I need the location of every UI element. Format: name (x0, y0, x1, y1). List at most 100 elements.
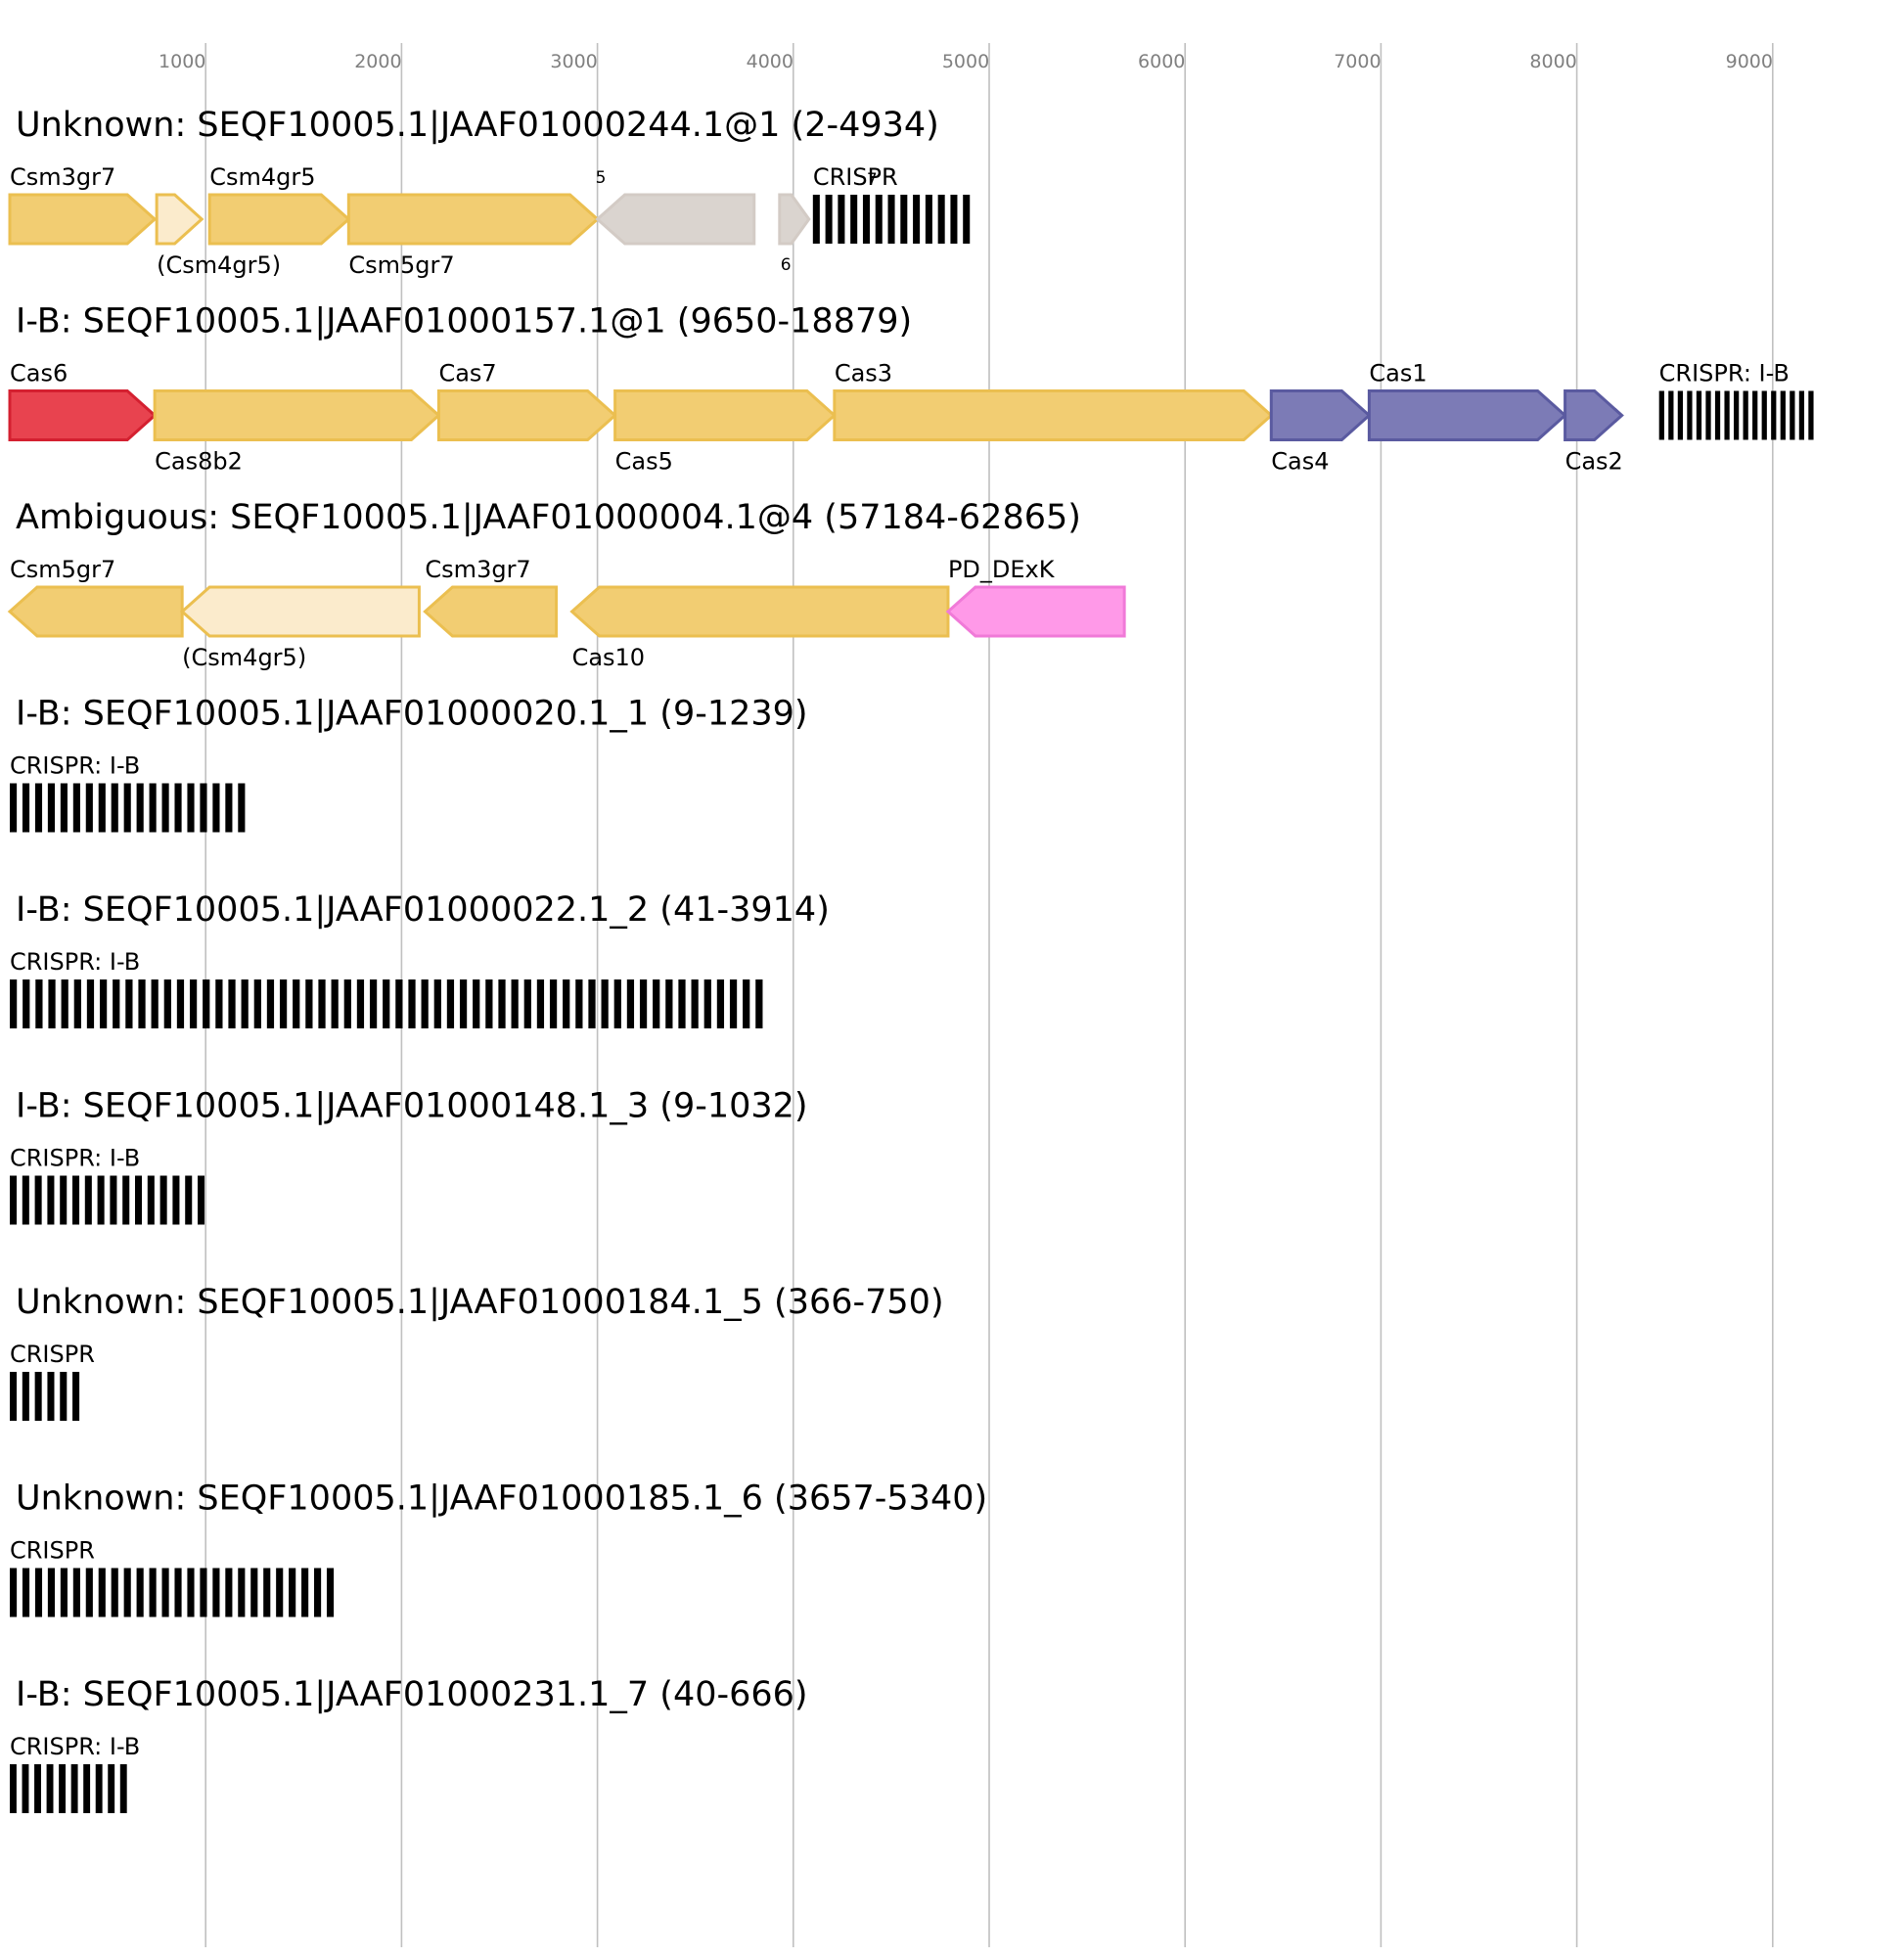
crispr-repeat (639, 979, 648, 1028)
crispr-repeat (98, 783, 106, 833)
crispr-repeat (99, 979, 108, 1028)
feature-label: Cas3 (835, 360, 892, 387)
crispr-repeat (1752, 390, 1758, 440)
gene-arrow (7, 585, 184, 638)
crispr-repeat (613, 979, 621, 1028)
crispr-repeat (703, 979, 711, 1028)
gene-arrow (1367, 389, 1567, 441)
crispr-repeat (73, 979, 81, 1028)
crispr-repeat (174, 1568, 182, 1617)
track-title: I-B: SEQF10005.1|JAAF01000020.1_1 (9-123… (16, 695, 808, 734)
crispr-repeat (408, 979, 416, 1028)
feature-label: Cas2 (1565, 448, 1623, 476)
crispr-repeat (305, 979, 313, 1028)
crispr-repeat (913, 195, 921, 244)
gene-arrow (595, 193, 756, 246)
crispr-repeat (1790, 390, 1795, 440)
crispr-repeat (83, 1764, 91, 1813)
track-title: I-B: SEQF10005.1|JAAF01000148.1_3 (9-103… (16, 1087, 808, 1126)
crispr-repeat (122, 1175, 130, 1225)
crispr-repeat (473, 979, 480, 1028)
crispr-repeat (263, 1568, 271, 1617)
gene-cas6: Cas6 (8, 360, 158, 441)
crispr-repeat (60, 1372, 68, 1421)
tick-label-1000: 1000 (159, 51, 205, 72)
crispr-repeat (653, 979, 660, 1028)
crispr-repeat (34, 1175, 42, 1225)
feature-label: 6 (781, 255, 792, 275)
crispr-repeat (110, 1175, 117, 1225)
crispr-array: CRISPR: I-B (10, 1733, 140, 1813)
gene-arrow (179, 585, 421, 638)
crispr-repeat (60, 1175, 68, 1225)
feature-label: CRISPR (813, 163, 898, 191)
crispr-repeat (1687, 390, 1693, 440)
crispr-repeat (60, 783, 68, 833)
crispr-repeat (383, 979, 390, 1028)
feature-label: (Csm4gr5) (157, 251, 281, 279)
crispr-repeat (47, 1372, 55, 1421)
tick-label-8000: 8000 (1529, 51, 1576, 72)
crispr-repeat (1771, 390, 1777, 440)
crispr-repeat (812, 195, 820, 244)
track-3: Ambiguous: SEQF10005.1|JAAF01000004.1@4 … (7, 498, 1126, 671)
feature-label: Cas10 (572, 644, 646, 671)
feature-label: CRISPR: I-B (10, 948, 140, 976)
tick-label-3000: 3000 (550, 51, 597, 72)
crispr-repeat (212, 783, 220, 833)
gene-arrow (436, 389, 617, 441)
crispr-repeat (1780, 390, 1786, 440)
crispr-repeat (60, 1568, 68, 1617)
crispr-repeat (22, 783, 30, 833)
crispr-array: CRISPR: I-B (10, 1145, 205, 1225)
crispr-repeat (86, 979, 95, 1028)
crispr-repeat (34, 1372, 42, 1421)
crispr-repeat (35, 979, 43, 1028)
crispr-repeat (22, 1568, 30, 1617)
crispr-repeat (293, 979, 300, 1028)
crispr-repeat (34, 1764, 41, 1813)
crispr-repeat (22, 1372, 29, 1421)
crispr-repeat (318, 979, 326, 1028)
crispr-repeat (369, 979, 378, 1028)
crispr-repeat (125, 979, 133, 1028)
crispr-repeat (198, 1175, 205, 1225)
crispr-repeat (59, 1764, 67, 1813)
crispr-repeat (626, 979, 635, 1028)
track-title: Unknown: SEQF10005.1|JAAF01000244.1@1 (2… (16, 106, 939, 145)
feature-label: CRISPR: I-B (1659, 360, 1790, 387)
crispr-repeat (900, 195, 908, 244)
gene-6: 6 (778, 193, 811, 275)
gene-csm5gr7: Csm5gr7 (7, 556, 184, 638)
gene-arrow (423, 585, 559, 638)
tick-label-6000: 6000 (1138, 51, 1185, 72)
crispr-repeat (276, 1568, 284, 1617)
track-2: I-B: SEQF10005.1|JAAF01000157.1@1 (9650-… (8, 302, 1814, 476)
gene-arrow (778, 193, 811, 246)
crispr-repeat (356, 979, 365, 1028)
feature-label: Cas8b2 (155, 448, 243, 476)
crispr-repeat (163, 979, 171, 1028)
crispr-array: CRISPR: I-B (10, 752, 246, 833)
crispr-repeat (47, 1175, 55, 1225)
crispr-repeat (691, 979, 699, 1028)
gene-cas5: Cas5 (613, 389, 838, 476)
feature-label: Cas4 (1271, 448, 1329, 476)
tick-label-9000: 9000 (1726, 51, 1773, 72)
crispr-repeat (1798, 390, 1805, 440)
crispr-repeat (108, 1764, 115, 1813)
crispr-repeat (225, 783, 233, 833)
crispr-repeat (23, 979, 30, 1028)
crispr-repeat (10, 979, 18, 1028)
crispr-repeat (10, 1764, 17, 1813)
feature-label: CRISPR: I-B (10, 752, 140, 780)
gene-arrow (346, 193, 600, 246)
gene-csm3gr7: Csm3gr7 (8, 163, 158, 246)
crispr-repeat (395, 979, 403, 1028)
crispr-repeat (887, 195, 895, 244)
crispr-repeat (925, 195, 932, 244)
track-9: I-B: SEQF10005.1|JAAF01000231.1_7 (40-66… (10, 1675, 808, 1813)
crispr-repeat (176, 979, 185, 1028)
crispr-repeat (85, 1568, 93, 1617)
